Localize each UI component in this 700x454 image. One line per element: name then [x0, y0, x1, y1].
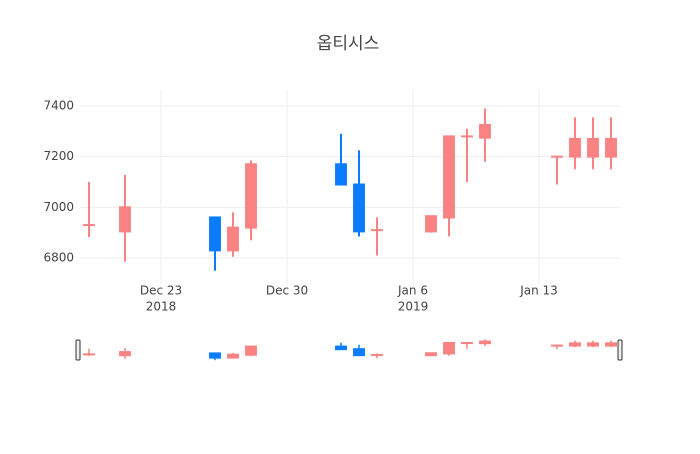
x-tick-label: Dec 23	[140, 284, 182, 298]
chart-title: 옵티시스	[317, 34, 380, 54]
rangeslider-handle	[618, 340, 622, 360]
candle-body	[570, 139, 580, 157]
candle-body	[480, 342, 490, 344]
rangeslider-bg	[80, 333, 620, 366]
x-tick-sublabel: 2018	[146, 300, 177, 314]
x-tick-label: Jan 6	[397, 284, 428, 298]
candle-body	[588, 343, 598, 345]
candle-body	[354, 349, 364, 355]
y-tick-label: 7200	[43, 149, 74, 163]
y-tick-label: 6800	[43, 250, 74, 264]
candle-body	[246, 347, 256, 355]
candle-body	[480, 125, 490, 138]
candle-body	[570, 343, 580, 345]
candle-body	[426, 216, 436, 231]
x-tick-sublabel: 2019	[398, 300, 429, 314]
candle-body	[228, 228, 238, 251]
candle-body	[588, 139, 598, 157]
candle-body	[246, 164, 256, 227]
candle-body	[426, 353, 436, 355]
candle-body	[210, 217, 220, 250]
candle-body	[354, 185, 364, 232]
candle-body	[606, 139, 616, 157]
x-tick-label: Dec 30	[266, 284, 308, 298]
candle-body	[210, 353, 220, 357]
candle-body	[336, 347, 346, 350]
candle-body	[120, 207, 130, 231]
candle-body	[606, 343, 616, 345]
rangeslider-handle	[76, 340, 80, 360]
y-tick-label: 7000	[43, 200, 74, 214]
candle-body	[120, 352, 130, 355]
candle-body	[228, 355, 238, 358]
candle-body	[444, 343, 454, 353]
candle-body	[444, 136, 454, 217]
x-tick-label: Jan 13	[519, 284, 558, 298]
y-tick-label: 7400	[43, 98, 74, 112]
candle-body	[336, 164, 346, 184]
